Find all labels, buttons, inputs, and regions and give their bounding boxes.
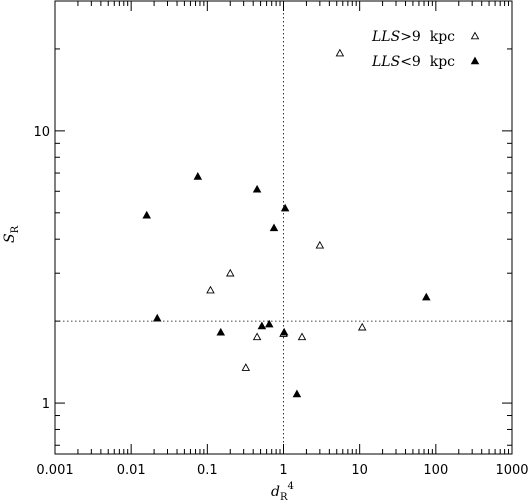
open-triangle-point — [357, 322, 367, 331]
tick-labels: 0.001 0.01 0.1 1 10 100 1000 1 10 — [33, 125, 528, 478]
legend-label: LLS>9 kpc — [371, 29, 455, 45]
legend-open-triangle-icon — [470, 31, 480, 40]
open-triangle-point — [297, 332, 307, 341]
x-axis-label: dR4 — [271, 481, 294, 503]
open-triangle-point — [315, 240, 325, 249]
open-triangle-point — [206, 285, 215, 294]
x-tick-label: 1 — [279, 463, 287, 478]
filled-triangle-point — [280, 203, 290, 212]
open-triangle-point — [225, 268, 235, 277]
x-tick-label: 10 — [351, 463, 368, 478]
filled-triangle-point — [142, 210, 151, 219]
legend-filled-triangle-icon — [470, 56, 480, 65]
legend-label: LLS<9 kpc — [371, 54, 455, 70]
legend: LLS>9 kpc LLS<9 kpc — [371, 29, 480, 70]
x-tick-label: 0.1 — [197, 463, 218, 478]
filled-triangle-point — [292, 389, 302, 398]
filled-triangle-point — [152, 313, 162, 322]
filled-triangle-point — [269, 223, 279, 232]
filled-triangle-point — [422, 292, 431, 301]
reference-lines — [55, 1, 512, 454]
open-triangle-point — [252, 332, 262, 341]
x-tick-label: 0.01 — [117, 463, 146, 478]
filled-triangle-point — [252, 184, 262, 193]
open-triangle-point — [335, 48, 345, 57]
filled-triangle-point — [264, 319, 274, 328]
y-tick-label: 10 — [33, 125, 50, 140]
x-tick-label: 0.001 — [36, 463, 73, 478]
x-tick-label: 100 — [423, 463, 448, 478]
filled-triangle-point — [257, 321, 267, 330]
data-points — [142, 48, 431, 398]
x-tick-label: 1000 — [495, 463, 528, 478]
y-tick-label: 1 — [42, 397, 50, 412]
filled-triangle-point — [193, 172, 203, 180]
filled-triangle-point — [216, 327, 226, 336]
y-axis-label: SR — [2, 225, 21, 243]
filled-triangle-point — [279, 327, 289, 336]
open-triangle-point — [241, 363, 251, 371]
